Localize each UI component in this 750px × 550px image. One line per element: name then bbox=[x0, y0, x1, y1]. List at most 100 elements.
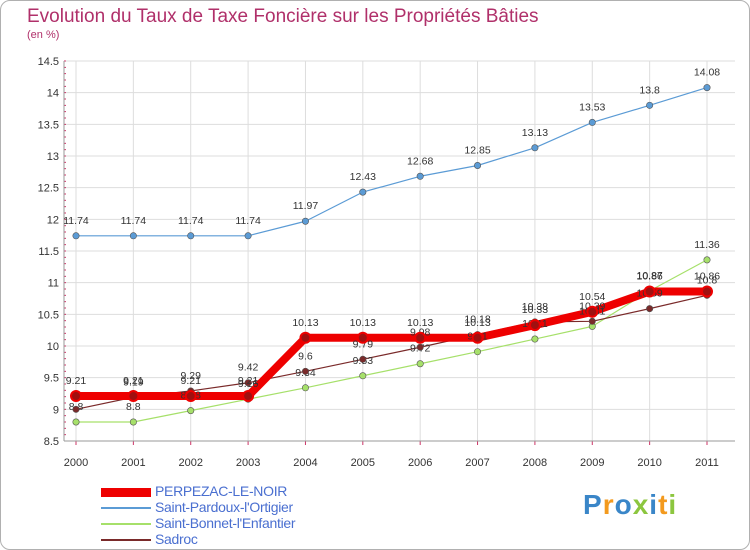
data-label: 11.74 bbox=[121, 215, 147, 227]
x-tick-label: 2011 bbox=[695, 457, 719, 469]
data-label: 10.33 bbox=[522, 304, 548, 316]
data-label: 10.86 bbox=[694, 271, 720, 283]
data-label: 10.8 bbox=[697, 274, 718, 286]
data-label: 13.13 bbox=[522, 127, 548, 139]
data-point bbox=[356, 331, 369, 344]
x-tick-label: 2003 bbox=[236, 457, 260, 469]
data-point bbox=[301, 367, 309, 375]
data-label: 11.74 bbox=[235, 215, 261, 227]
y-tick-label: 12.5 bbox=[38, 183, 59, 195]
y-tick-label: 10 bbox=[47, 341, 59, 353]
data-point bbox=[184, 390, 197, 403]
data-point bbox=[474, 162, 482, 170]
proxiti-logo: Proxiti bbox=[583, 489, 677, 521]
data-point bbox=[301, 217, 309, 225]
data-point bbox=[299, 331, 312, 344]
data-point bbox=[244, 379, 252, 387]
data-label: 9.42 bbox=[238, 362, 259, 374]
y-tick-label: 13.5 bbox=[38, 119, 59, 131]
data-point bbox=[242, 390, 255, 403]
unit-label: (en %) bbox=[27, 29, 60, 41]
data-point bbox=[359, 372, 367, 380]
data-label: 11.97 bbox=[293, 200, 319, 212]
x-tick-label: 2001 bbox=[121, 457, 145, 469]
data-point bbox=[301, 384, 309, 392]
data-label: 10.54 bbox=[579, 291, 605, 303]
y-tick-label: 8.5 bbox=[44, 436, 59, 448]
data-label: 12.85 bbox=[464, 145, 490, 157]
data-label: 9.79 bbox=[353, 338, 374, 350]
logo-letter: t bbox=[658, 489, 669, 520]
data-label: 12.43 bbox=[350, 171, 376, 183]
x-tick-label: 2004 bbox=[293, 457, 317, 469]
data-point bbox=[129, 418, 137, 426]
logo-letter: i bbox=[668, 489, 678, 520]
data-point bbox=[359, 188, 367, 196]
x-tick-label: 2002 bbox=[178, 457, 202, 469]
data-point bbox=[127, 390, 140, 403]
data-label: 10.18 bbox=[464, 314, 490, 326]
data-point bbox=[531, 335, 539, 343]
data-label: 9.6 bbox=[298, 350, 313, 362]
data-point bbox=[471, 331, 484, 344]
data-label: 14.08 bbox=[694, 67, 720, 79]
data-point bbox=[359, 355, 367, 363]
data-point bbox=[416, 343, 424, 351]
legend-swatch bbox=[101, 487, 151, 497]
data-label: 13.53 bbox=[579, 101, 605, 113]
data-point bbox=[72, 405, 80, 413]
x-tick-label: 2006 bbox=[408, 457, 432, 469]
x-tick-label: 2007 bbox=[465, 457, 489, 469]
data-point bbox=[646, 305, 654, 313]
legend-swatch bbox=[101, 507, 151, 509]
data-point bbox=[703, 256, 711, 264]
y-tick-label: 9 bbox=[53, 404, 59, 416]
data-label: 10.38 bbox=[522, 301, 548, 313]
data-label: 10.13 bbox=[292, 317, 318, 329]
data-point bbox=[70, 390, 82, 403]
legend-label: Sadroc bbox=[155, 531, 198, 547]
logo-letter: r bbox=[602, 489, 615, 520]
data-label: 10.13 bbox=[464, 317, 490, 329]
y-tick-label: 14.5 bbox=[38, 56, 59, 68]
data-point bbox=[586, 305, 599, 318]
y-tick-label: 11.5 bbox=[38, 246, 59, 258]
data-point bbox=[588, 317, 596, 325]
data-point bbox=[72, 232, 80, 240]
data-point bbox=[588, 118, 596, 126]
y-tick-label: 12 bbox=[47, 214, 59, 226]
x-tick-label: 2009 bbox=[580, 457, 604, 469]
data-point bbox=[528, 319, 541, 332]
y-tick-label: 10.5 bbox=[38, 309, 59, 321]
data-label: 10.13 bbox=[407, 317, 433, 329]
data-label: 9.19 bbox=[123, 376, 144, 388]
y-tick-label: 14 bbox=[47, 88, 59, 100]
legend-label: Saint-Bonnet-l'Enfantier bbox=[155, 515, 296, 531]
data-label: 9.21 bbox=[123, 375, 144, 387]
data-label: 13.8 bbox=[639, 84, 660, 96]
y-tick-label: 13 bbox=[47, 151, 59, 163]
data-label: 10.86 bbox=[636, 271, 662, 283]
y-tick-label: 11 bbox=[48, 278, 59, 290]
data-point bbox=[474, 348, 482, 356]
legend-swatch bbox=[101, 523, 151, 525]
data-point bbox=[187, 232, 195, 240]
x-tick-label: 2010 bbox=[637, 457, 661, 469]
data-label: 8.8 bbox=[126, 401, 141, 413]
data-point bbox=[643, 285, 656, 298]
data-label: 9.21 bbox=[181, 375, 202, 387]
series-line bbox=[72, 287, 711, 401]
data-point bbox=[414, 331, 427, 344]
data-label: 9.21 bbox=[238, 375, 259, 387]
legend-swatch bbox=[101, 539, 151, 541]
logo-letter: i bbox=[649, 489, 659, 520]
data-point bbox=[416, 360, 424, 368]
data-label: 10.13 bbox=[350, 317, 376, 329]
data-label: 11.36 bbox=[694, 239, 720, 251]
data-label: 10.87 bbox=[636, 270, 662, 282]
data-label: 9.29 bbox=[181, 370, 202, 382]
data-point bbox=[416, 172, 424, 180]
y-tick-label: 9.5 bbox=[44, 373, 59, 385]
